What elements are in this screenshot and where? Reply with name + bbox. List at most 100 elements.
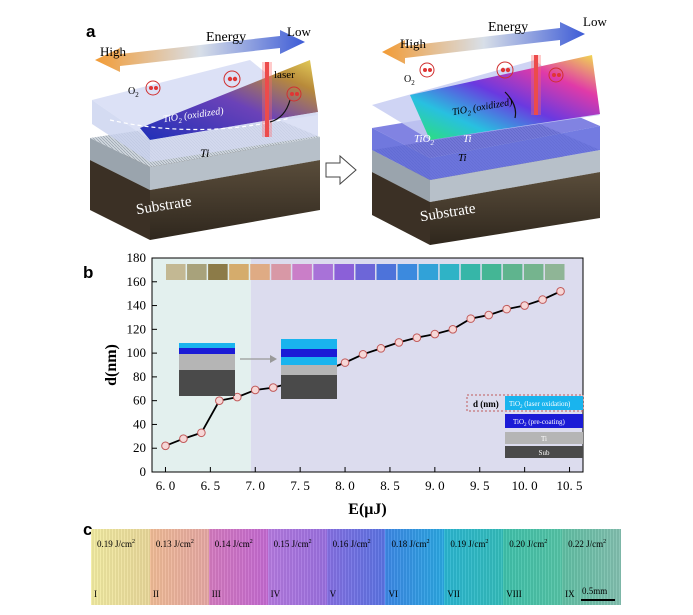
data-point <box>268 383 278 392</box>
color-swatch <box>208 264 228 280</box>
y-axis: 0 20 40 60 80 100 120 140 160 180 <box>127 250 157 479</box>
right-energy-label: Energy <box>488 20 529 35</box>
data-point <box>376 344 386 353</box>
right-o2-label: O2 <box>404 74 415 87</box>
data-point <box>358 350 368 359</box>
left-o2-label: O2 <box>128 86 139 99</box>
x-tick-label: 10. 5 <box>557 478 583 493</box>
thickness-chart: 0 20 40 60 80 100 120 140 160 180 6. 0 6. 5 7. 0 7. … <box>103 250 584 518</box>
sample-fluence-label: 0.19 J/cm2 <box>97 539 135 549</box>
sample-tile: 0.20 J/cm2 VIII <box>503 529 563 605</box>
sample-roman-label: II <box>152 589 159 599</box>
sample-tile: 0.19 J/cm2 VII <box>444 529 504 605</box>
inset-stack-before <box>179 343 235 396</box>
color-swatch <box>355 264 376 280</box>
sample-fluence-label: 0.20 J/cm2 <box>509 539 548 549</box>
color-swatch <box>418 264 439 280</box>
sample-roman-label: VI <box>388 589 398 599</box>
plot-frame <box>151 257 584 473</box>
sample-fluence-label: 0.15 J/cm2 <box>273 539 312 549</box>
data-point <box>520 301 529 310</box>
data-point <box>179 434 188 444</box>
sample-roman-label: I <box>94 589 97 599</box>
panel-b-label: b <box>83 263 94 282</box>
sample-fluence-label: 0.13 J/cm2 <box>155 539 194 549</box>
left-ti-label: Ti <box>200 146 210 160</box>
y-tick-label: 140 <box>127 298 147 313</box>
color-swatch <box>376 264 397 280</box>
panel-a-figure <box>90 22 600 245</box>
sample-tile: 0.22 J/cm2 IX <box>562 529 622 605</box>
sample-roman-label: V <box>329 589 337 599</box>
sample-roman-label: IX <box>565 589 575 599</box>
legend-d-label: d (nm) <box>473 399 499 409</box>
sample-tile: 0.16 J/cm2 V <box>326 529 386 605</box>
data-point <box>340 358 350 367</box>
color-swatch <box>334 264 354 280</box>
sample-roman-label: VIII <box>506 589 522 599</box>
data-point <box>448 325 458 334</box>
color-swatch <box>460 264 481 280</box>
color-swatch <box>502 264 523 280</box>
color-swatch <box>397 264 418 280</box>
y-tick-label: 20 <box>133 440 146 455</box>
data-point <box>233 392 242 402</box>
data-point <box>466 314 476 323</box>
x-tick-label: 10. 0 <box>512 478 538 493</box>
data-point <box>250 385 260 395</box>
left-high-label: High <box>100 44 126 59</box>
data-point <box>430 329 440 339</box>
scale-bar-label: 0.5mm <box>582 586 608 596</box>
color-swatch <box>229 264 249 280</box>
y-tick-label: 0 <box>140 464 147 479</box>
sample-fluence-label: 0.19 J/cm2 <box>450 539 489 549</box>
color-swatch-row <box>166 264 565 280</box>
right-ti-lower-label: Ti <box>458 152 467 164</box>
sample-tile: 0.15 J/cm2 IV <box>267 529 327 605</box>
data-point <box>197 428 206 438</box>
data-point <box>538 295 547 304</box>
sample-roman-label: IV <box>270 589 281 599</box>
x-tick-label: 7. 5 <box>290 478 310 493</box>
x-axis-label: E(μJ) <box>348 501 386 518</box>
sample-fluence-label: 0.16 J/cm2 <box>332 539 371 549</box>
color-swatch <box>166 264 186 280</box>
color-swatch <box>271 264 291 280</box>
x-tick-label: 9. 5 <box>470 478 490 493</box>
y-tick-label: 100 <box>127 345 147 360</box>
color-swatch <box>523 264 544 280</box>
left-laser-label: laser <box>274 69 295 81</box>
sample-fluence-label: 0.14 J/cm2 <box>214 539 253 549</box>
inset-stack-after <box>281 339 337 399</box>
data-point <box>556 286 565 296</box>
sample-fluence-label: 0.22 J/cm2 <box>568 539 607 549</box>
scale-bar <box>581 599 615 601</box>
sample-strip: 0.19 J/cm2 I 0.13 J/cm2 II 0.14 J/cm2 III 0.15… <box>91 529 622 605</box>
x-axis: 6. 0 6. 5 7. 0 7. 5 8. 0 8. 5 9. 0 9. 5 10. 0 10.… <box>156 467 583 493</box>
x-tick-label: 8. 0 <box>335 478 355 493</box>
color-swatch <box>250 264 270 280</box>
y-tick-label: 60 <box>133 393 146 408</box>
data-point <box>502 304 511 314</box>
legend-precoating: TiO2 (pre-coating) <box>513 418 565 428</box>
legend-sub: Sub <box>539 449 550 457</box>
sample-tile: 0.14 J/cm2 III <box>208 529 268 605</box>
right-substrate-block <box>372 22 600 245</box>
right-low-label: Low <box>583 14 607 29</box>
sample-tile: 0.18 J/cm2 VI <box>385 529 445 605</box>
y-tick-label: 180 <box>127 250 147 265</box>
panel-c-label: c <box>83 520 93 539</box>
color-swatch <box>439 264 460 280</box>
y-tick-label: 160 <box>127 274 147 289</box>
right-high-label: High <box>400 36 426 51</box>
left-energy-label: Energy <box>206 30 247 45</box>
x-tick-label: 7. 0 <box>246 478 266 493</box>
sample-tile: 0.19 J/cm2 I <box>91 529 150 605</box>
sample-roman-label: III <box>211 589 221 599</box>
data-point <box>484 310 494 320</box>
x-tick-label: 6. 5 <box>201 478 221 493</box>
transition-arrow <box>325 154 357 186</box>
x-tick-label: 6. 0 <box>156 478 176 493</box>
left-low-label: Low <box>287 24 311 39</box>
color-swatch <box>313 264 333 280</box>
